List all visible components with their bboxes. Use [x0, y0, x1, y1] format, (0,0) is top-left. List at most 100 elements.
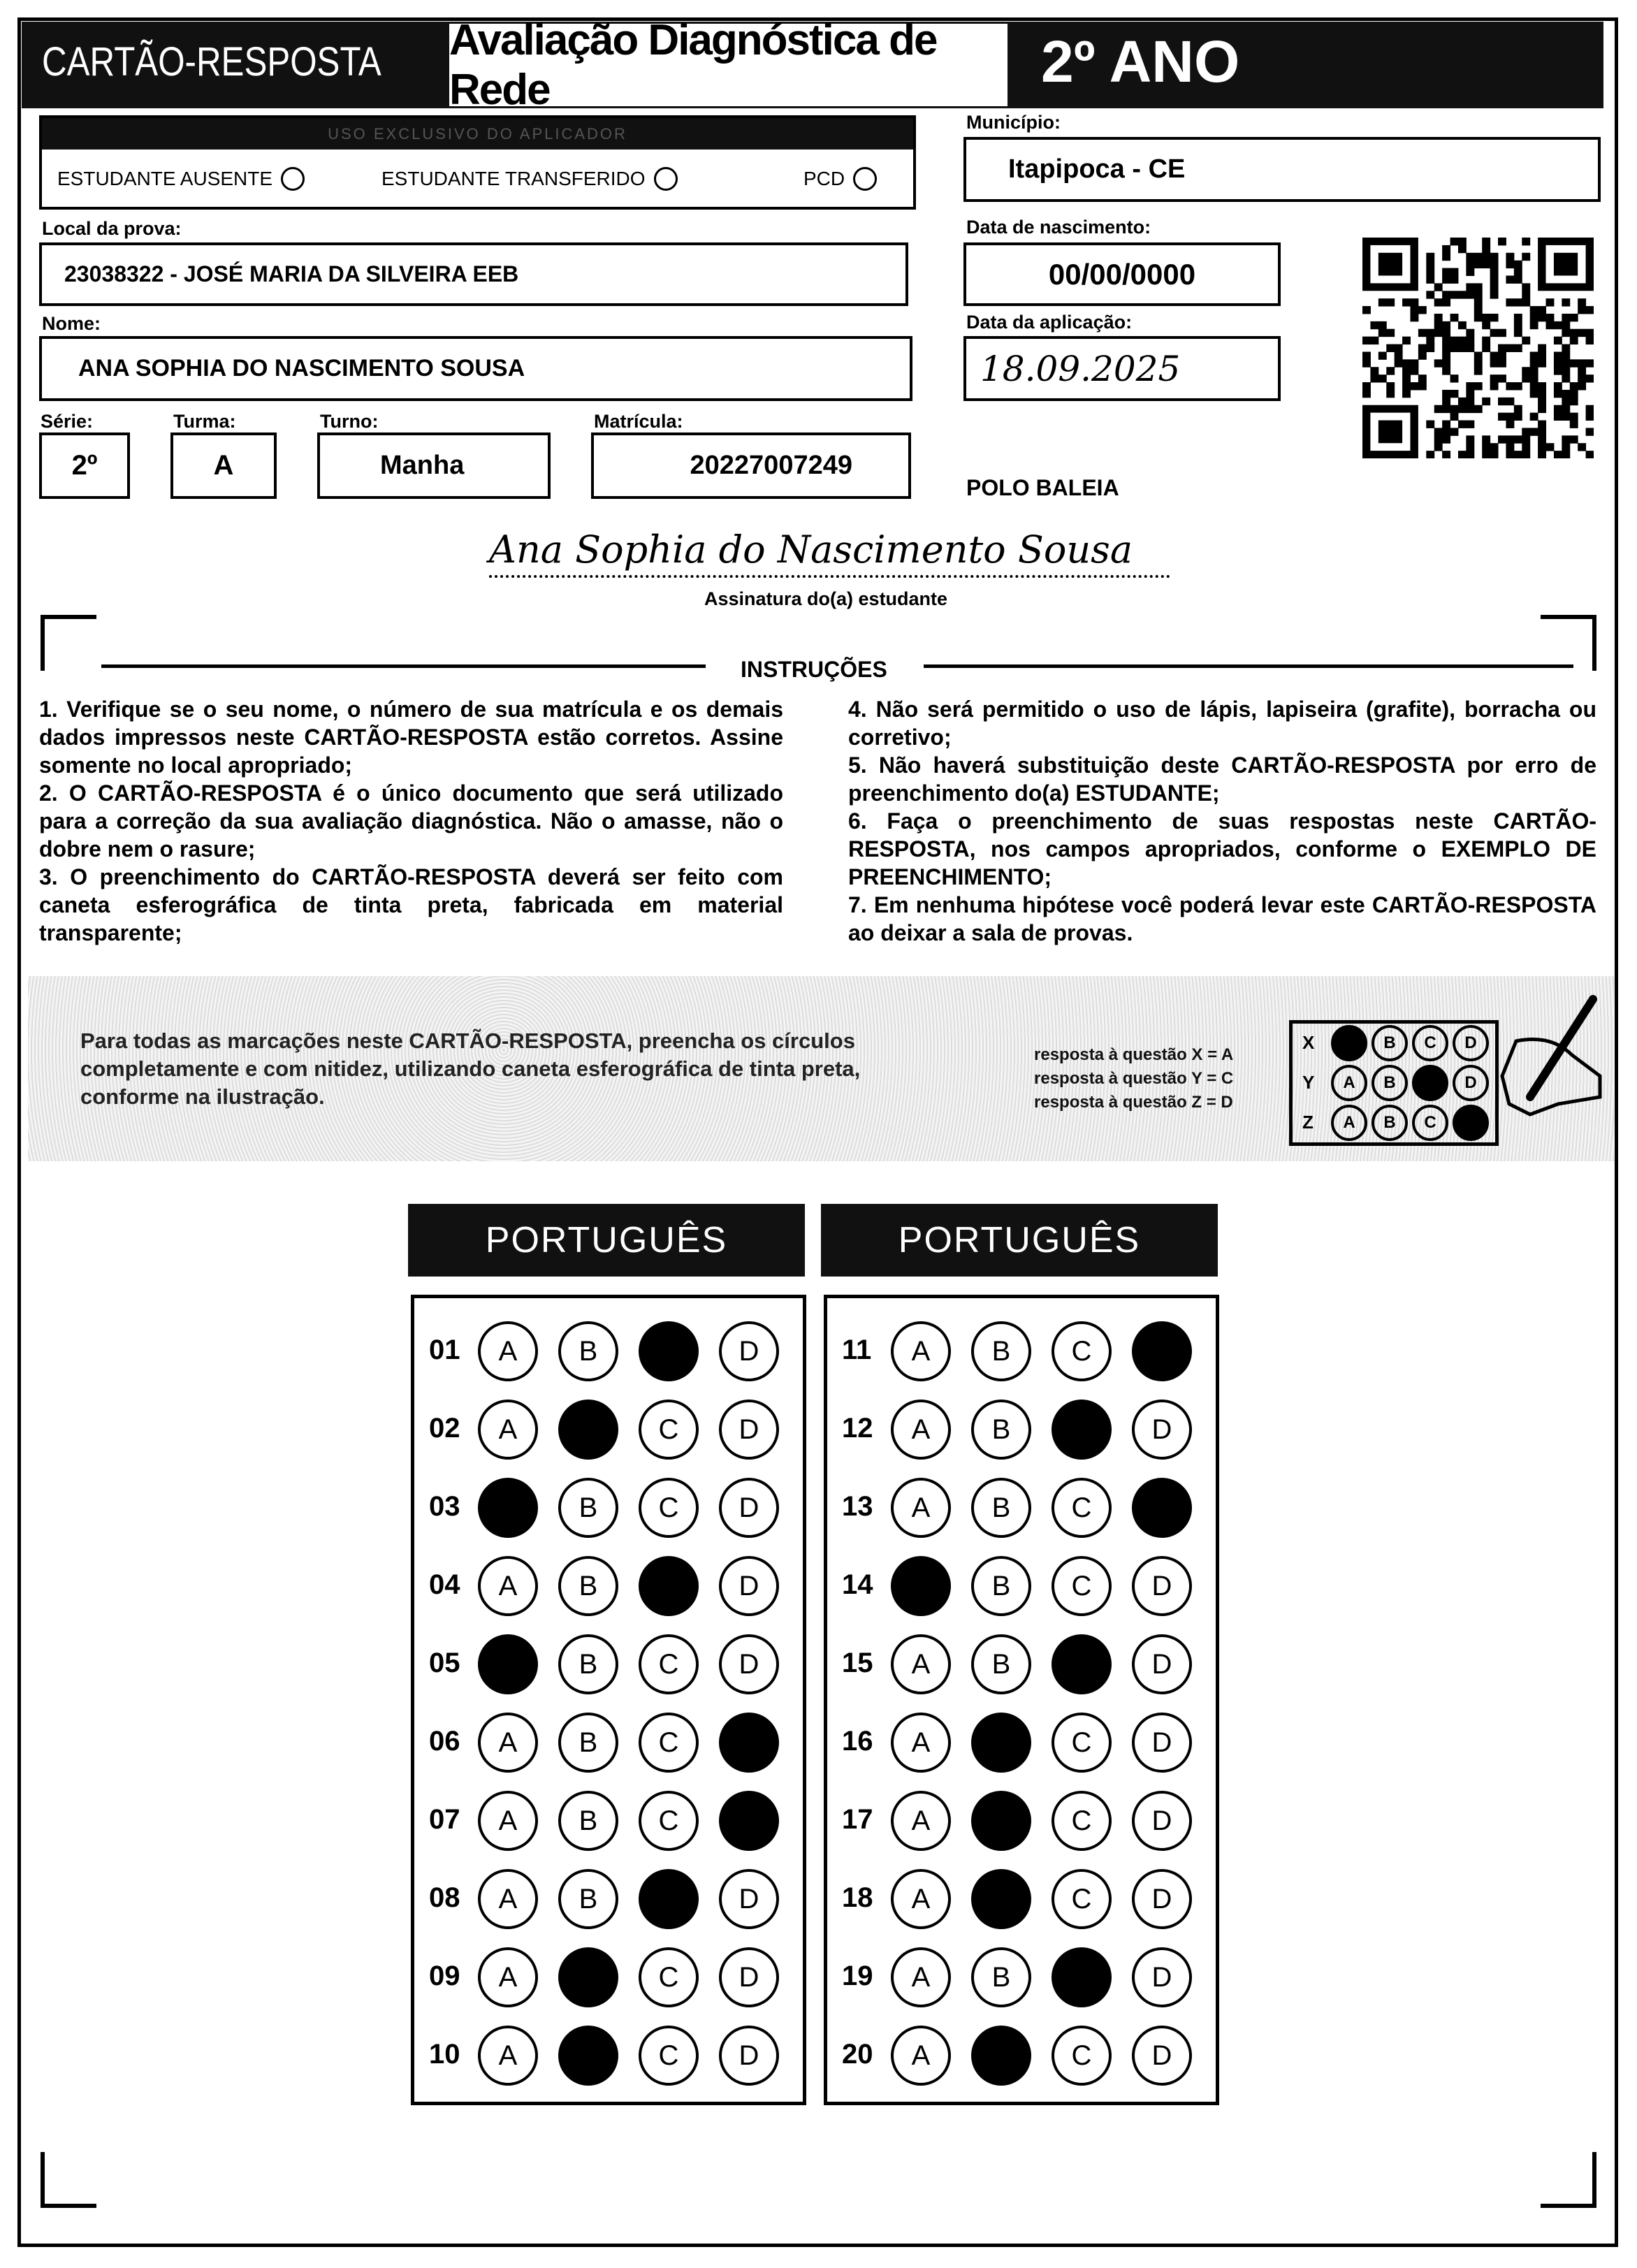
- answer-bubble-c[interactable]: [639, 1321, 699, 1381]
- answer-bubble-b[interactable]: B: [558, 1321, 618, 1381]
- transferred-circle[interactable]: [653, 167, 678, 191]
- answer-bubble-b[interactable]: [558, 2026, 618, 2086]
- example-bubble: B: [1372, 1065, 1408, 1101]
- answer-bubble-c[interactable]: C: [1052, 1713, 1112, 1773]
- answer-bubble-d[interactable]: D: [1132, 1713, 1192, 1773]
- answer-bubble-a[interactable]: A: [478, 1869, 538, 1929]
- answer-bubble-c[interactable]: C: [639, 1478, 699, 1538]
- student-signature: Ana Sophia do Nascimento Sousa: [489, 528, 1133, 572]
- answer-bubble-d[interactable]: D: [719, 1634, 779, 1694]
- answer-bubble-a[interactable]: A: [891, 2026, 951, 2086]
- answer-bubble-b[interactable]: [971, 1791, 1031, 1851]
- answer-bubble-b[interactable]: B: [558, 1478, 618, 1538]
- answer-bubble-d[interactable]: D: [1132, 2026, 1192, 2086]
- answer-bubble-a[interactable]: A: [478, 1791, 538, 1851]
- absent-circle[interactable]: [281, 167, 305, 191]
- answer-bubble-b[interactable]: [558, 1947, 618, 2007]
- answer-bubble-b[interactable]: [971, 1713, 1031, 1773]
- answer-bubble-c[interactable]: C: [639, 1634, 699, 1694]
- answer-bubble-c[interactable]: C: [1052, 1478, 1112, 1538]
- turma-field: A: [170, 432, 277, 499]
- instructions-right: 4. Não será permitido o uso de lápis, la…: [848, 697, 1596, 945]
- answer-bubble-b[interactable]: [971, 1869, 1031, 1929]
- answer-bubble-a[interactable]: A: [478, 1321, 538, 1381]
- answer-bubble-d[interactable]: [719, 1791, 779, 1851]
- answer-bubble-b[interactable]: [558, 1400, 618, 1460]
- answer-bubble-a[interactable]: A: [891, 1321, 951, 1381]
- application-date-field: 18.09.2025: [963, 336, 1281, 401]
- answer-bubble-b[interactable]: B: [558, 1713, 618, 1773]
- answer-bubble-b[interactable]: B: [558, 1791, 618, 1851]
- answer-bubble-d[interactable]: D: [1132, 1869, 1192, 1929]
- answer-bubble-b[interactable]: [971, 2026, 1031, 2086]
- answer-bubble-c[interactable]: [1052, 1947, 1112, 2007]
- answer-bubble-c[interactable]: C: [1052, 2026, 1112, 2086]
- answer-bubble-c[interactable]: [1052, 1634, 1112, 1694]
- answer-bubble-a[interactable]: A: [891, 1791, 951, 1851]
- answer-bubble-a[interactable]: A: [478, 1556, 538, 1616]
- answer-bubble-b[interactable]: B: [558, 1869, 618, 1929]
- answer-bubble-d[interactable]: D: [719, 1869, 779, 1929]
- answer-bubble-c[interactable]: C: [639, 1947, 699, 2007]
- answer-bubble-d[interactable]: D: [1132, 1947, 1192, 2007]
- answer-bubble-d[interactable]: D: [1132, 1634, 1192, 1694]
- answer-bubble-c[interactable]: [1052, 1400, 1112, 1460]
- example-bubble: A: [1331, 1065, 1367, 1101]
- answer-bubble-c[interactable]: C: [639, 2026, 699, 2086]
- answer-bubble-b[interactable]: B: [971, 1478, 1031, 1538]
- answer-bubble-d[interactable]: [719, 1713, 779, 1773]
- answer-bubble-a[interactable]: [478, 1634, 538, 1694]
- answer-bubble-b[interactable]: B: [558, 1634, 618, 1694]
- pcd-option[interactable]: PCD: [803, 167, 878, 191]
- absent-option[interactable]: ESTUDANTE AUSENTE: [57, 167, 305, 191]
- answer-bubble-a[interactable]: A: [891, 1400, 951, 1460]
- answer-bubble-c[interactable]: C: [639, 1791, 699, 1851]
- answer-bubble-a[interactable]: A: [891, 1869, 951, 1929]
- answer-bubble-c[interactable]: C: [1052, 1556, 1112, 1616]
- answer-bubble-b[interactable]: B: [971, 1947, 1031, 2007]
- answer-bubble-d[interactable]: D: [1132, 1556, 1192, 1616]
- answer-bubble-d[interactable]: D: [1132, 1791, 1192, 1851]
- example-bubble: [1453, 1105, 1489, 1141]
- answer-bubble-b[interactable]: B: [971, 1634, 1031, 1694]
- answer-bubble-d[interactable]: D: [719, 1321, 779, 1381]
- answer-bubble-a[interactable]: A: [891, 1947, 951, 2007]
- answer-bubble-a[interactable]: A: [478, 1713, 538, 1773]
- answer-bubble-a[interactable]: [891, 1556, 951, 1616]
- answer-bubble-c[interactable]: C: [1052, 1321, 1112, 1381]
- answer-bubble-a[interactable]: A: [891, 1634, 951, 1694]
- instructions-left: 1. Verifique se o seu nome, o número de …: [39, 697, 783, 945]
- answer-bubble-b[interactable]: B: [971, 1400, 1031, 1460]
- answer-bubble-b[interactable]: B: [971, 1321, 1031, 1381]
- answer-bubble-c[interactable]: [639, 1869, 699, 1929]
- answer-bubble-d[interactable]: D: [719, 1400, 779, 1460]
- polo-label: POLO BALEIA: [966, 475, 1119, 500]
- answer-bubble-d[interactable]: [1132, 1478, 1192, 1538]
- question-number: 20: [842, 2039, 873, 2070]
- answer-bubble-d[interactable]: D: [719, 1556, 779, 1616]
- answer-bubble-c[interactable]: C: [639, 1713, 699, 1773]
- answer-bubble-d[interactable]: D: [1132, 1400, 1192, 1460]
- answer-bubble-d[interactable]: D: [719, 1478, 779, 1538]
- answer-bubble-a[interactable]: A: [478, 2026, 538, 2086]
- answer-bubble-b[interactable]: B: [558, 1556, 618, 1616]
- answer-bubble-c[interactable]: C: [1052, 1869, 1112, 1929]
- answer-bubble-c[interactable]: C: [1052, 1791, 1112, 1851]
- absent-label: ESTUDANTE AUSENTE: [57, 168, 273, 189]
- answer-bubble-d[interactable]: [1132, 1321, 1192, 1381]
- transferred-option[interactable]: ESTUDANTE TRANSFERIDO: [381, 167, 678, 191]
- answer-bubble-c[interactable]: C: [639, 1400, 699, 1460]
- section-header: PORTUGUÊS: [821, 1204, 1218, 1277]
- answer-bubble-b[interactable]: B: [971, 1556, 1031, 1616]
- answer-bubble-a[interactable]: [478, 1478, 538, 1538]
- answer-bubble-d[interactable]: D: [719, 1947, 779, 2007]
- birthdate-field: 00/00/0000: [963, 242, 1281, 306]
- answer-bubble-a[interactable]: A: [478, 1947, 538, 2007]
- answer-bubble-c[interactable]: [639, 1556, 699, 1616]
- answer-bubble-a[interactable]: A: [891, 1713, 951, 1773]
- answer-bubble-a[interactable]: A: [478, 1400, 538, 1460]
- answer-bubble-d[interactable]: D: [719, 2026, 779, 2086]
- answer-bubble-a[interactable]: A: [891, 1478, 951, 1538]
- question-number: 04: [429, 1569, 460, 1600]
- pcd-circle[interactable]: [853, 167, 878, 191]
